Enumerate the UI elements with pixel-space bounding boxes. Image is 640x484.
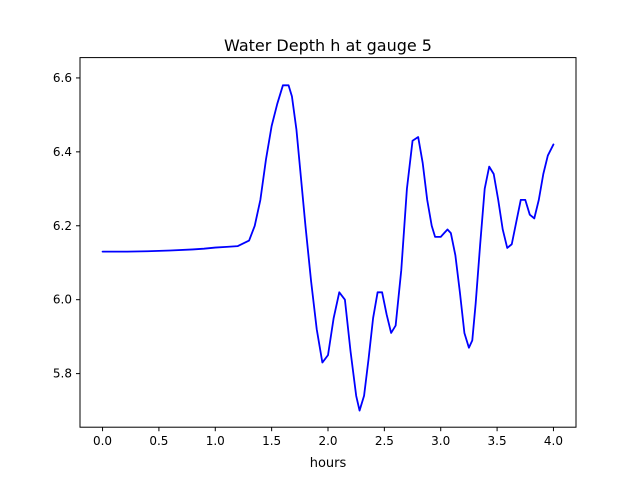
plot-layer xyxy=(101,84,555,412)
x-tick-label: 1.5 xyxy=(262,434,281,448)
x-tick-label: 2.5 xyxy=(375,434,394,448)
x-tick-label: 1.0 xyxy=(206,434,225,448)
x-tick-label: 4.0 xyxy=(544,434,563,448)
x-axis-label: hours xyxy=(310,456,347,471)
x-tick-label: 0.0 xyxy=(93,434,112,448)
y-tick-label: 5.8 xyxy=(53,367,72,381)
plot-area-frame xyxy=(79,57,577,428)
y-axis-ticks: 5.8 6.0 6.2 6.4 6.6 xyxy=(53,71,80,381)
y-tick-label: 6.4 xyxy=(53,145,72,159)
x-axis-ticks: 0.0 0.5 1.0 1.5 2.0 2.5 3.0 3.5 4.0 xyxy=(93,427,563,448)
x-tick-label: 2.0 xyxy=(318,434,337,448)
series-line-0 xyxy=(101,84,555,412)
chart-title: Water Depth h at gauge 5 xyxy=(224,36,432,55)
x-tick-label: 0.5 xyxy=(149,434,168,448)
y-tick-label: 6.0 xyxy=(53,293,72,307)
y-tick-label: 6.2 xyxy=(53,219,72,233)
y-tick-label: 6.6 xyxy=(53,71,72,85)
x-tick-label: 3.5 xyxy=(488,434,507,448)
x-tick-label: 3.0 xyxy=(431,434,450,448)
